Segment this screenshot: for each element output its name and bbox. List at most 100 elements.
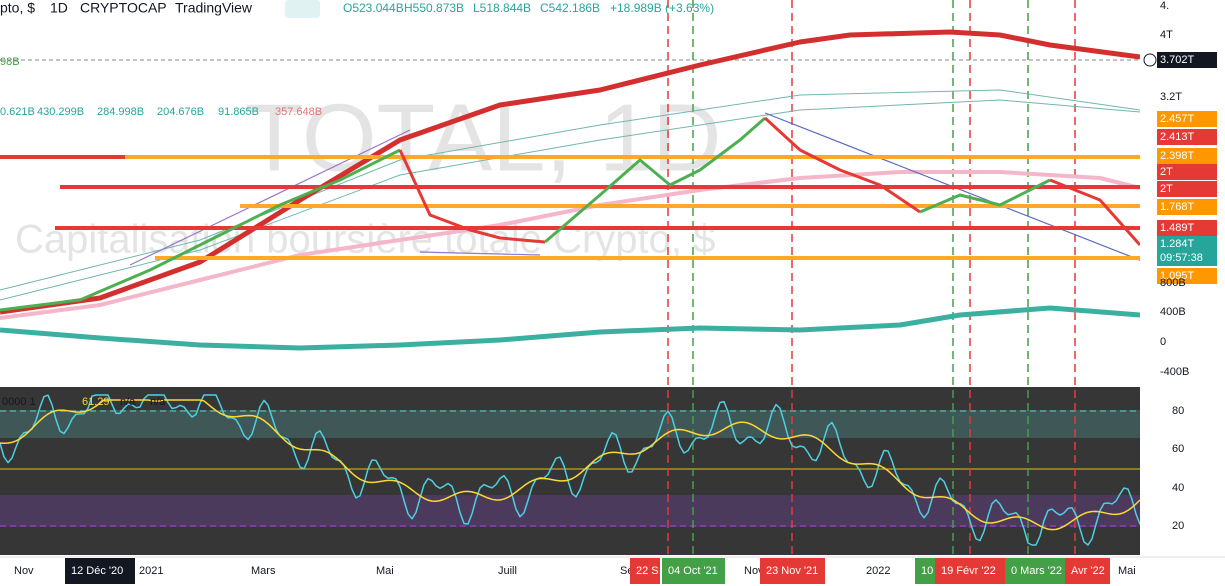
price-tag (1157, 250, 1217, 266)
ohlc-value: O523.044B (343, 1, 404, 15)
price-label: 2.457T (1160, 113, 1195, 125)
time-label: 10 (921, 565, 933, 577)
trendline (129, 129, 411, 266)
header-text: 1D (50, 0, 68, 16)
time-label: 12 Déc '20 (71, 565, 123, 577)
price-label: 1.768T (1160, 201, 1195, 213)
price-label: 4T (1160, 29, 1173, 41)
indicator-value: 284.998B (97, 106, 144, 118)
ind-left: 98B (0, 56, 20, 68)
time-label: Mai (1118, 565, 1136, 577)
change: +18.989B (+3.63%) (610, 1, 714, 15)
rsi-lower-zone (0, 495, 1140, 527)
ma-thin (0, 99, 1141, 301)
watermark-title: TOTAL, 1D (245, 84, 722, 191)
indicator-value: 91.865B (218, 106, 259, 118)
time-label: Mars (251, 565, 276, 577)
price-label: 2.413T (1160, 131, 1195, 143)
price-label: -400B (1160, 366, 1189, 378)
price-label: 2T (1160, 183, 1173, 195)
price-tag (1157, 111, 1217, 127)
price-label: 2.398T (1160, 150, 1195, 162)
price-line (398, 149, 546, 244)
add-alert[interactable] (1143, 53, 1157, 67)
rsi-legend: n/a (120, 396, 136, 408)
price-tag (1157, 164, 1217, 180)
price-line (0, 148, 401, 312)
watermark-subtitle: Capitalisation boursière totale Crypto, … (15, 218, 715, 262)
rsi-legend: n/a (150, 396, 166, 408)
price-tag (1157, 236, 1217, 252)
price-label: 800B (1160, 277, 1186, 289)
ma-thin (0, 89, 1141, 291)
trendline (419, 251, 541, 256)
rsi-legend: 0000 1 (2, 396, 36, 408)
header-text: pto, $ (0, 0, 35, 16)
rsi-signal (0, 399, 1141, 531)
price-tag (1157, 181, 1217, 197)
time-label: 23 Nov '21 (766, 565, 818, 577)
time-tag (935, 558, 1005, 584)
price-label: 0 (1160, 336, 1166, 348)
time-tag (1005, 558, 1065, 584)
indicator-value: 430.299B (37, 106, 84, 118)
price-label: 1.284T (1160, 238, 1195, 250)
time-label: 19 Févr '22 (941, 565, 996, 577)
indicator-value: 204.676B (157, 106, 204, 118)
price-line (919, 178, 1051, 214)
rsi-axis-label: 60 (1172, 443, 1184, 455)
header-text: TradingView (175, 0, 253, 16)
time-tag (65, 558, 135, 584)
rsi-upper-zone (0, 410, 1140, 438)
rsi-legend: 61.29 (82, 396, 110, 408)
header-text: CRYPTOCAP (80, 0, 167, 16)
price-label: 3.702T (1160, 54, 1195, 66)
time-label: 0 Mars '22 (1011, 565, 1062, 577)
price-tag (1157, 148, 1217, 164)
price-label: 4. (1160, 0, 1169, 12)
ohlc-value: L518.844B (473, 1, 531, 15)
ma-teal (0, 305, 1141, 351)
price-line (763, 116, 921, 214)
time-label: Mai (376, 565, 394, 577)
price-axis (1140, 0, 1225, 586)
ohlc-value: C542.186B (540, 1, 600, 15)
time-tag (760, 558, 825, 584)
time-label: Avr '22 (1071, 565, 1105, 577)
time-label: 2022 (866, 565, 890, 577)
price-label: 3.2T (1160, 91, 1182, 103)
toggle-button[interactable] (285, 0, 320, 18)
time-tag (1065, 558, 1110, 584)
rsi-axis-label: 80 (1172, 405, 1184, 417)
indicator-value: 357.648B (275, 106, 322, 118)
time-label: 2021 (139, 565, 163, 577)
price-label: 1.489T (1160, 222, 1195, 234)
time-tag (662, 558, 725, 584)
time-label: Nov (744, 565, 764, 577)
price-label: 400B (1160, 306, 1186, 318)
price-label: 1.095T (1160, 270, 1195, 282)
rsi-axis-label: 40 (1172, 482, 1184, 494)
rsi-line (0, 394, 1141, 546)
price-tag (1157, 52, 1217, 68)
time-label: Nov (14, 565, 34, 577)
price-line (544, 116, 766, 244)
price-tag (1157, 268, 1217, 284)
time-label: Juill (498, 565, 517, 577)
price-tag (1157, 220, 1217, 236)
time-label: 04 Oct '21 (668, 565, 718, 577)
price-tag (1157, 199, 1217, 215)
trendline (764, 112, 1161, 269)
price-label: 09:57:38 (1160, 252, 1203, 264)
ma-red (0, 29, 1141, 315)
price-line (1049, 178, 1142, 246)
rsi-axis-label: 20 (1172, 520, 1184, 532)
time-tag (630, 558, 660, 584)
time-label: 22 S (636, 565, 659, 577)
price-tag (1157, 129, 1217, 145)
ohlc-value: H550.873B (404, 1, 464, 15)
indicator-value: 0.621B (0, 106, 35, 118)
price-label: 2T (1160, 166, 1173, 178)
